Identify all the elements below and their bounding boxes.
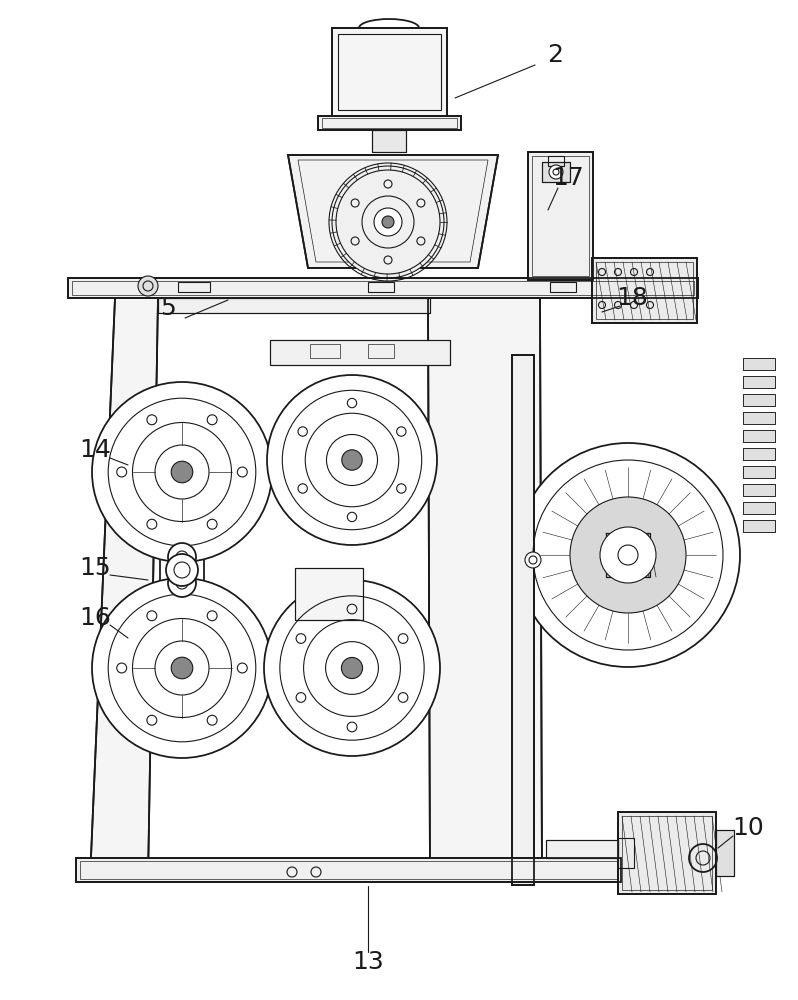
Bar	[528, 152, 593, 280]
Text: 14: 14	[79, 438, 111, 462]
Circle shape	[92, 578, 272, 758]
Bar	[68, 278, 698, 298]
Bar	[618, 838, 634, 868]
Bar	[68, 278, 698, 298]
Bar	[548, 156, 564, 166]
Bar	[310, 344, 340, 358]
Bar	[743, 394, 775, 406]
Bar	[596, 262, 693, 319]
Circle shape	[264, 580, 440, 756]
Bar	[743, 484, 775, 496]
Text: 18: 18	[616, 286, 648, 310]
Bar	[546, 840, 618, 858]
Bar	[372, 130, 406, 152]
Bar	[743, 412, 775, 424]
Bar	[332, 28, 447, 116]
Bar	[368, 282, 394, 292]
Text: 16: 16	[79, 606, 111, 630]
Circle shape	[525, 552, 541, 568]
Bar	[546, 840, 618, 858]
Bar	[80, 861, 617, 879]
Bar	[72, 281, 694, 295]
Bar	[743, 484, 775, 496]
Text: 15: 15	[79, 556, 111, 580]
Text: 17: 17	[552, 166, 584, 190]
Bar	[542, 162, 570, 182]
Circle shape	[374, 208, 402, 236]
Bar	[178, 282, 210, 292]
Bar	[338, 34, 441, 110]
Circle shape	[342, 450, 362, 470]
Text: 2: 2	[547, 43, 563, 67]
Bar	[322, 118, 457, 128]
Circle shape	[168, 569, 196, 597]
Bar	[158, 298, 430, 313]
Bar	[743, 502, 775, 514]
Bar	[295, 568, 363, 620]
Bar	[512, 355, 534, 885]
Bar	[512, 355, 534, 885]
Circle shape	[267, 375, 437, 545]
Bar	[368, 344, 394, 358]
Text: 13: 13	[352, 950, 384, 974]
Bar	[592, 258, 697, 323]
Bar	[743, 412, 775, 424]
Bar	[618, 812, 716, 894]
Bar	[743, 520, 775, 532]
Polygon shape	[288, 155, 498, 268]
Circle shape	[172, 461, 193, 483]
Bar	[743, 502, 775, 514]
Bar	[743, 358, 775, 370]
Circle shape	[332, 166, 444, 278]
Circle shape	[342, 657, 362, 679]
Polygon shape	[90, 298, 158, 880]
Bar	[528, 152, 593, 280]
Circle shape	[600, 527, 656, 583]
Bar	[318, 116, 461, 130]
Bar	[542, 162, 570, 182]
Bar	[532, 156, 589, 276]
Bar	[743, 448, 775, 460]
Bar	[270, 340, 450, 365]
Bar	[606, 533, 650, 577]
Bar	[76, 858, 621, 882]
Circle shape	[92, 382, 272, 562]
Bar	[318, 116, 461, 130]
Bar	[743, 448, 775, 460]
Circle shape	[168, 543, 196, 571]
Bar	[372, 130, 406, 152]
Text: 5: 5	[160, 296, 176, 320]
Bar	[295, 568, 363, 620]
Circle shape	[138, 276, 158, 296]
Bar	[550, 282, 576, 292]
Bar	[270, 340, 450, 365]
Bar	[743, 376, 775, 388]
Bar	[618, 812, 716, 894]
Bar	[743, 430, 775, 442]
Circle shape	[166, 554, 198, 586]
Circle shape	[570, 497, 686, 613]
Bar	[716, 830, 734, 876]
Bar	[743, 394, 775, 406]
Bar	[743, 466, 775, 478]
Bar	[743, 376, 775, 388]
Circle shape	[172, 657, 193, 679]
Bar	[158, 298, 430, 313]
Text: 10: 10	[732, 816, 764, 840]
Bar	[743, 430, 775, 442]
Bar	[716, 830, 734, 876]
Bar	[743, 520, 775, 532]
Bar	[743, 466, 775, 478]
Circle shape	[382, 216, 394, 228]
Polygon shape	[428, 298, 542, 880]
Circle shape	[516, 443, 740, 667]
Bar	[332, 28, 447, 116]
Bar	[606, 533, 650, 577]
Bar	[592, 258, 697, 323]
Bar	[76, 858, 621, 882]
Bar	[622, 816, 712, 890]
Bar	[743, 358, 775, 370]
Circle shape	[549, 165, 563, 179]
